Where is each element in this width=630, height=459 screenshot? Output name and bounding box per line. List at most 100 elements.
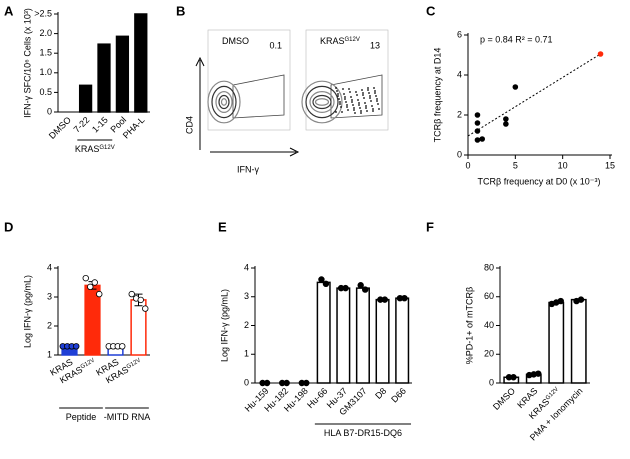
event-dot [362, 94, 364, 96]
y-tick-label: 3 [47, 291, 52, 301]
event-dot [356, 94, 358, 96]
event-dot [358, 102, 360, 104]
annotation: p = 0.84 R² = 0.71 [480, 34, 553, 44]
panel-letter: A [4, 3, 14, 18]
plot-title-base: DMSO [222, 36, 249, 46]
event-dot [372, 108, 374, 110]
event-dot [360, 112, 362, 114]
y-tick-label: 20 [484, 349, 494, 359]
gate-value: 0.1 [269, 40, 282, 50]
x-tick-label-base: DMSO [491, 386, 517, 412]
plot-title: KRASG12V [320, 36, 360, 46]
bar [316, 281, 331, 384]
data-point [342, 284, 349, 292]
plot-frame [207, 29, 291, 131]
event-dot [344, 98, 346, 100]
data-point [474, 128, 481, 134]
y-axis-label: CD4 [184, 116, 194, 134]
group-label-base: Peptide [66, 412, 97, 422]
x-axis-label: IFN-γ [237, 164, 259, 174]
event-dot [362, 92, 364, 94]
y-tick-label: 1 [244, 349, 249, 359]
bar [134, 13, 148, 113]
x-tick-label: DMSO [491, 386, 517, 412]
group-label-base: HLA B7-DR15-DQ6 [324, 428, 402, 438]
plot-title-base: KRAS [320, 36, 345, 46]
panel-letter: F [426, 219, 434, 234]
y-tick-label: 80 [484, 262, 494, 272]
event-dot [361, 89, 363, 91]
event-dot [335, 111, 337, 113]
density-contour [312, 94, 332, 110]
event-dot [371, 105, 373, 107]
data-point [263, 379, 271, 387]
x-tick-label: Hu-66 [305, 386, 329, 410]
event-dot [376, 100, 378, 102]
plot-title: DMSO [222, 36, 249, 46]
event-dot [354, 112, 356, 114]
event-dot [340, 106, 342, 108]
event-dot [370, 100, 372, 102]
event-dot [348, 88, 350, 90]
y-tick-label: 4 [457, 69, 462, 79]
y-tick-label: 1 [47, 349, 52, 359]
trendline [467, 53, 601, 137]
y-axis-label: %PD-1+ of mTCRβ [464, 287, 474, 364]
density-contour [207, 80, 241, 124]
data-point [474, 112, 481, 118]
data-point [119, 343, 126, 350]
event-dot [335, 87, 337, 89]
plot-frame [305, 29, 389, 131]
data-point [557, 297, 564, 305]
x-tick-label-base: 7-22 [72, 115, 92, 135]
x-tick-label: 15 [605, 160, 615, 170]
event-dot [357, 99, 359, 101]
event-dot [341, 111, 343, 113]
data-point [474, 137, 481, 143]
y-tick-label: 60 [484, 291, 494, 301]
y-tick-label: 0 [244, 377, 249, 387]
y-tick-label: 2 [244, 320, 249, 330]
event-dot [351, 101, 353, 103]
y-tick-label: 0.5 [39, 87, 52, 97]
data-point [137, 296, 144, 304]
event-dot [360, 110, 362, 112]
y-tick-label: 3 [244, 291, 249, 301]
density-contour [314, 98, 330, 106]
data-point [381, 296, 389, 303]
event-dot [344, 96, 346, 98]
event-dot [378, 108, 380, 110]
event-dot [367, 89, 369, 91]
panel-letter: E [218, 219, 227, 234]
data-point [142, 305, 149, 312]
event-dot [355, 91, 357, 93]
event-dot [352, 104, 354, 106]
data-point [512, 84, 519, 90]
data-point [535, 370, 542, 377]
data-point [401, 294, 408, 302]
bar [115, 35, 130, 113]
density-contour [309, 90, 335, 113]
event-dot [337, 93, 339, 95]
x-tick-label-base: D66 [390, 386, 409, 405]
bar [336, 287, 351, 384]
density-contour [220, 98, 228, 106]
event-dot [365, 105, 367, 107]
data-point [73, 343, 80, 350]
gate-value: 13 [370, 40, 380, 50]
group-label-base: KRAS [75, 144, 100, 154]
group-label: HLA B7-DR15-DQ6 [324, 428, 402, 438]
x-tick-label-base: DMSO [47, 115, 73, 141]
event-dot [375, 95, 377, 97]
group-label: Peptide [66, 412, 97, 422]
event-dot [339, 101, 341, 103]
event-dot [367, 87, 369, 89]
data-point [577, 296, 585, 303]
event-dot [351, 99, 353, 101]
y-tick-label: 1.5 [39, 48, 52, 58]
x-axis-label: TCRβ frequency at D0 (x 10⁻³) [478, 176, 601, 186]
data-point [357, 282, 364, 289]
event-dot [347, 109, 349, 111]
gate [232, 74, 285, 119]
